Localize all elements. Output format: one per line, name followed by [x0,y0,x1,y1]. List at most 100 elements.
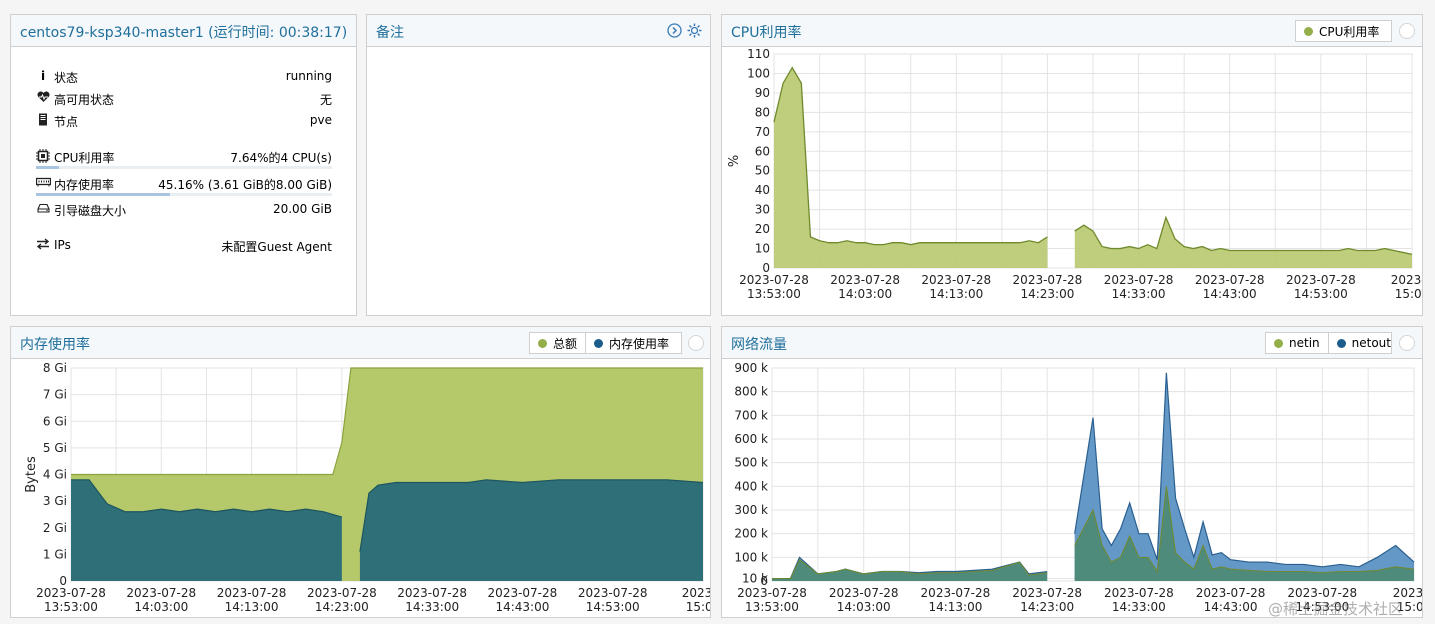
heartbeat-icon [36,91,50,105]
y-tick-label: 8 Gi [43,361,67,375]
server-icon [36,113,50,127]
x-tick-label-time: 13:53:00 [745,600,799,614]
legend-item-memory-usage[interactable]: 内存使用率 [586,333,677,353]
legend-item-netout[interactable]: netout [1329,333,1399,353]
cpu-panel-title: CPU利用率 [731,25,802,41]
y-tick-label: 500 k [734,456,768,470]
cpu-line [1074,215,1413,256]
ips-value: 未配置Guest Agent [221,240,332,254]
ha-label: 高可用状态 [54,93,115,107]
x-tick-label-date: 2023-07-28 [1013,273,1083,287]
disk-label: 引导磁盘大小 [54,204,127,218]
legend-label: netin [1289,336,1320,350]
legend-dot [594,338,604,348]
status-panel-title: centos79-ksp340-master1 (运行时间: 00:38:17) [20,25,348,41]
x-tick-label-date: 2023-07-28 [829,586,899,600]
notes-panel-header: 备注 [367,15,710,47]
x-tick-label-time: 14:13:00 [225,600,279,614]
circle-chevron-right-icon[interactable] [667,23,682,38]
x-tick-label-date: 2023-07-28 [830,273,900,287]
x-tick-label-date: 2023-07-28 [217,586,287,600]
y-tick-label: 50 [755,164,770,178]
x-tick-label-time: 15:02 [686,600,710,614]
memory-panel-header: 内存使用率 总额 内存使用率 [11,327,710,359]
x-tick-label-time: 14:53:00 [1294,287,1348,301]
ha-value: 无 [319,93,332,107]
status-row-ha: 高可用状态 无 [36,89,332,109]
x-tick-label-date: 2023-07-28 [1195,273,1265,287]
x-tick-label-date: 2023-07-28 [578,586,648,600]
status-value: running [285,69,332,83]
status-panel-body: i 状态 running 高可用状态 无 节点 pve CPU利用率 7.64%… [11,47,356,315]
network-panel-toggle[interactable] [1399,335,1415,351]
x-tick-label-time: 13:53:00 [747,287,801,301]
x-tick-label-date: 2023-07-28 [36,586,106,600]
status-panel: centos79-ksp340-master1 (运行时间: 00:38:17)… [10,14,357,316]
x-tick-label-time: 14:23:00 [315,600,369,614]
legend-item-netin[interactable]: netin [1266,333,1329,353]
x-tick-label-date: 2023-07-28 [307,586,377,600]
network-panel: 网络流量 netin netout 0 10 k 100 k 200 k 300 k 40… [721,326,1435,618]
y-tick-label: 40 [755,183,770,197]
y-tick-label: 0 [762,261,770,275]
cpu-chart: 01020304050607080901001102023-07-2813:53… [727,47,1433,301]
legend-dot [538,338,547,348]
y-tick-label: 600 k [734,432,768,446]
notes-panel-body[interactable] [367,47,710,315]
y-tick-label: 1 Gi [43,547,67,561]
cpu-panel-toggle[interactable] [1399,23,1415,39]
hdd-icon [36,202,50,216]
x-tick-label-date: 2023-07-28 [921,273,991,287]
legend-item-total[interactable]: 总额 [530,333,587,353]
memory-icon [35,176,52,190]
network-legend: netin netout [1265,332,1392,354]
watermark: @稀土掘金技术社区 [1268,600,1404,618]
x-tick-label-date: 2023-07-28 [1012,586,1082,600]
x-tick-label-date: 2023-07-28 [921,586,991,600]
status-row-disk: 引导磁盘大小 20.00 GiB [36,200,332,220]
netin-area [1074,486,1414,581]
y-tick-label: 0 [760,574,768,588]
network-chart: 010 k 100 k 200 k 300 k 400 k 500 k 600 k 700 k… [734,361,1435,614]
x-tick-label-date: 2023-0 [1391,273,1422,287]
memory-panel: 内存使用率 总额 内存使用率 0 1 Gi 2 Gi 3 Gi 4 Gi 5 Gi 6 Gi… [10,326,724,618]
y-tick-label: 300 k [734,503,768,517]
y-tick-label: 700 k [734,408,768,422]
memory-chart: 0 1 Gi 2 Gi 3 Gi 4 Gi 5 Gi 6 Gi 7 Gi 8 Gi 2023-07… [24,361,724,614]
x-tick-label-date: 2023-07-28 [397,586,467,600]
x-tick-label-time: 13:53:00 [44,600,98,614]
x-tick-label-time: 15:02 [1395,287,1422,301]
legend-dot [1336,338,1346,348]
legend-item-cpu[interactable]: CPU利用率 [1296,21,1387,41]
memory-panel-toggle[interactable] [688,335,704,351]
cpu-icon [36,149,50,163]
cpu-panel: CPU利用率 CPU利用率 0 10 20 30 40 50 60 70 80 90 100 110 2… [721,14,1433,316]
memory-label: 内存使用率 [54,178,115,192]
cpu-panel-header: CPU利用率 CPU利用率 [722,15,1422,47]
x-tick-label-time: 14:13:00 [928,600,982,614]
x-tick-label-time: 14:03:00 [837,600,891,614]
x-tick-label-date: 2023-07-28 [737,586,807,600]
memory-legend: 总额 内存使用率 [529,332,682,354]
x-tick-label-date: 2023-07-28 [488,586,558,600]
gear-icon[interactable] [687,23,702,38]
y-tick-label: 3 Gi [43,494,67,508]
y-tick-label: 10 [755,242,770,256]
cpu-progress-fill [36,166,59,169]
x-tick-label-date: 2023-07-28 [1196,586,1266,600]
memory-usage-area [359,479,703,581]
cpu-label: CPU利用率 [54,151,115,165]
ips-label: IPs [54,238,71,252]
netin-line [1074,486,1415,574]
y-tick-label: 100 k [734,550,768,564]
x-tick-label-time: 14:53:00 [586,600,640,614]
network-panel-header: 网络流量 netin netout [722,327,1422,359]
y-tick-label: 70 [755,125,770,139]
disk-value: 20.00 GiB [272,202,332,216]
netout-line [1074,372,1415,568]
x-tick-label-time: 14:53:00 [1295,600,1349,614]
y-tick-label: 200 k [734,527,768,541]
y-tick-label: 60 [755,144,770,158]
y-tick-label: 0 [59,574,67,588]
x-tick-label-date: 2023-0 [682,586,710,600]
